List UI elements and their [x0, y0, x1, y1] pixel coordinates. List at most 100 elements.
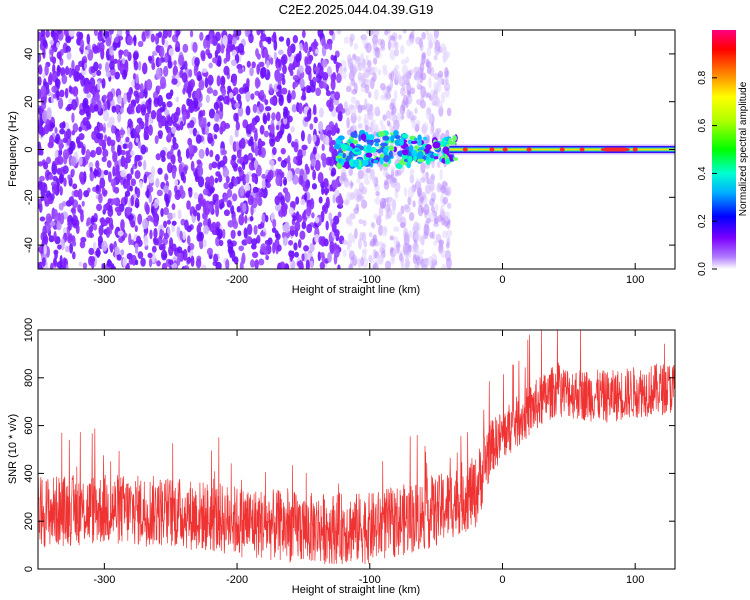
spectrogram-cell — [279, 261, 286, 269]
spectrogram-cell — [149, 229, 153, 240]
spectrogram-cell — [404, 256, 410, 269]
spectrogram-cell — [394, 134, 401, 140]
spectrogram-cell — [173, 60, 177, 66]
spectrogram-cell — [377, 148, 382, 154]
spectrogram-cell — [348, 250, 355, 261]
spectrogram-cell — [407, 186, 415, 199]
spectrogram-cell — [105, 36, 112, 47]
spectrogram-cell — [348, 167, 354, 176]
spectrogram-cell — [261, 178, 266, 190]
spectrogram-cell — [433, 72, 440, 80]
spectrogram-cell — [308, 46, 312, 53]
spectrogram-cell — [134, 243, 139, 250]
spectrogram-cell — [120, 155, 126, 168]
spectrogram-peak — [613, 147, 630, 152]
spectrogram-cell — [195, 134, 202, 144]
spectrogram-cell — [374, 107, 379, 115]
spectrogram-cell — [260, 33, 267, 42]
spectrogram-cell — [276, 84, 282, 90]
spectrogram-cell — [221, 149, 227, 156]
spectrogram-cell — [429, 125, 433, 136]
spectrogram-cell — [418, 147, 425, 151]
colorbar-tick-label: 0.4 — [697, 166, 708, 180]
spectrogram-cell — [184, 219, 189, 231]
spectrogram-cell — [426, 47, 432, 57]
spectrogram-cell — [163, 207, 170, 216]
spectrogram-cell — [102, 149, 109, 158]
spectrogram-cell — [258, 103, 265, 113]
spectrogram-cell — [198, 148, 205, 159]
spectrogram-cell — [95, 146, 102, 156]
spectrogram-cell — [205, 94, 211, 103]
spectrogram-cell — [125, 136, 130, 143]
spectrogram-cell — [385, 174, 393, 180]
spectrogram-cell — [312, 104, 317, 115]
spectrogram-cell — [275, 124, 280, 131]
spectrogram-cell — [329, 142, 333, 151]
spectrogram-cell — [336, 30, 342, 35]
spectrogram-cell — [240, 137, 246, 149]
spectrogram-cell — [207, 132, 213, 145]
spectrogram-cell — [393, 226, 400, 233]
spectrogram-cell — [445, 257, 452, 269]
spectrogram-cell — [268, 159, 275, 166]
spectrogram-cell — [71, 130, 76, 136]
spectrogram-cell — [360, 186, 368, 195]
spectrogram-cell — [416, 256, 421, 266]
spectrogram-cell — [292, 74, 299, 81]
spectrogram-cell — [212, 89, 218, 97]
spectrogram-cell — [256, 30, 261, 36]
spectrogram-cell — [318, 235, 323, 246]
spectrogram-cell — [360, 104, 366, 111]
spectrogram-cell — [249, 67, 254, 77]
spectrogram-cell — [93, 169, 100, 177]
spectrogram-cell — [289, 225, 296, 231]
spectrogram-cell — [446, 202, 452, 209]
spectrogram-cell — [71, 98, 78, 111]
spectrogram-cell — [354, 187, 358, 196]
spectrogram-cell — [361, 248, 368, 255]
spectrogram-cell — [400, 254, 404, 267]
snr-xlabel: Height of straight line (km) — [292, 584, 420, 596]
spectrogram-cell — [200, 50, 206, 60]
spectrogram-cell — [56, 220, 62, 231]
spectrogram-cell — [264, 99, 269, 106]
spectrogram-cell — [188, 187, 193, 198]
spectrogram-cell — [323, 187, 330, 194]
spectrogram-cell — [361, 59, 367, 72]
spectrogram-cell — [80, 39, 85, 51]
spectrogram-cell — [39, 216, 46, 222]
spectrogram-cell — [145, 204, 150, 215]
spectrogram-cell — [284, 221, 290, 234]
spectrogram-cell — [123, 92, 128, 105]
spectrogram-cell — [172, 262, 178, 269]
spectrogram-cell — [253, 224, 258, 235]
spectrogram-cell — [57, 244, 62, 250]
spectrogram-cell — [407, 93, 413, 105]
spectrogram-cell — [85, 149, 91, 161]
spectrogram-cell — [164, 39, 169, 48]
spectrogram-cell — [389, 35, 396, 41]
spectrogram-cell — [426, 107, 432, 115]
spectrogram-cell — [367, 134, 375, 141]
spectrogram-cell — [302, 90, 306, 100]
spectrogram-cell — [275, 111, 281, 122]
spectrogram-cell — [346, 191, 352, 203]
spectrogram-cell — [67, 174, 71, 181]
spectrogram-cell — [313, 66, 320, 72]
spectrogram-cell — [232, 37, 237, 45]
spectrogram-cell — [136, 187, 141, 198]
spectrogram-cell — [244, 215, 248, 224]
spectrogram-cell — [403, 186, 408, 197]
spectrogram-cell — [38, 202, 43, 213]
spectrogram-cell — [387, 39, 392, 51]
spectrogram-cell — [206, 39, 211, 50]
spectrogram-cell — [227, 85, 232, 92]
spectrogram-cell — [375, 190, 380, 197]
spectrogram-cell — [58, 138, 64, 151]
spectrogram-cell — [372, 131, 378, 137]
spectrogram-cell — [112, 151, 118, 163]
spectrogram-cell — [220, 43, 225, 54]
spectrogram-cell — [71, 168, 75, 177]
